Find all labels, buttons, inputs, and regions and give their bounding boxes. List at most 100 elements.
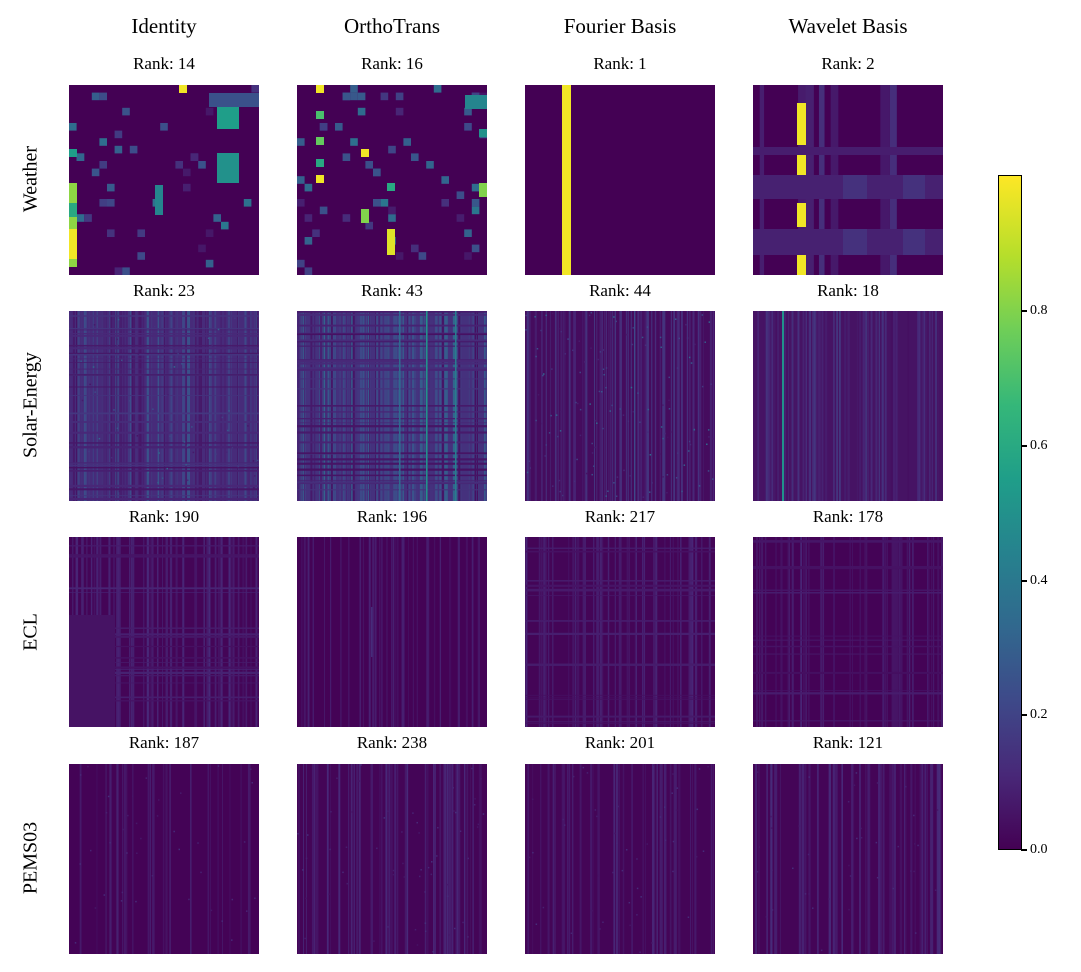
heatmap-stripe (297, 422, 487, 424)
heatmap-speck (590, 909, 593, 912)
heatmap-speck (641, 336, 644, 339)
heatmap-stripe (379, 764, 380, 954)
heatmap-speck (688, 356, 691, 359)
heatmap-cell (357, 92, 366, 101)
heatmap-stripe (884, 537, 886, 727)
heatmap-stripe (669, 764, 672, 954)
heatmap-speck (659, 336, 662, 339)
heatmap-stripe (808, 537, 810, 727)
heatmap-stripe (596, 537, 598, 727)
heatmap-speck (588, 314, 591, 317)
heatmap-stripe (69, 442, 259, 444)
heatmap-stripe (780, 537, 783, 727)
heatmap-speck (210, 909, 213, 912)
heatmap-stripe (890, 311, 893, 501)
heatmap-stripe (852, 764, 855, 954)
heatmap-stripe (906, 537, 908, 727)
heatmap-stripe (804, 764, 807, 954)
heatmap-stripe (605, 311, 608, 501)
heatmap-stripe (250, 537, 252, 727)
heatmap-speck (152, 408, 154, 410)
heatmap-stripe (545, 311, 547, 501)
heatmap-stripe (125, 311, 127, 501)
heatmap-stripe (359, 537, 362, 727)
heatmap-stripe (541, 537, 543, 727)
heatmap-stripe (676, 311, 678, 501)
heatmap-speck (215, 453, 217, 455)
heatmap-stripe (69, 657, 259, 659)
heatmap-stripe (710, 311, 712, 501)
heatmap-stripe (643, 537, 646, 727)
heatmap-speck (558, 479, 561, 482)
heatmap-stripe (297, 417, 487, 420)
heatmap-stripe (563, 311, 566, 501)
heatmap-stripe (406, 764, 409, 954)
heatmap-cell (122, 107, 130, 116)
heatmap-stripe (809, 311, 811, 501)
heatmap-speck (812, 907, 814, 909)
heatmap-stripe (544, 537, 547, 727)
heatmap-stripe (170, 311, 172, 501)
heatmap-speck (660, 346, 662, 349)
heatmap-speck (609, 410, 611, 412)
heatmap-speck (559, 430, 562, 432)
heatmap-speck (706, 443, 708, 446)
heatmap-stripe (69, 352, 259, 355)
heatmap-speck (855, 772, 858, 774)
heatmap-stripe (646, 311, 648, 501)
rank-label: Rank: 43 (361, 281, 423, 300)
heatmap-speck (704, 341, 706, 343)
rank-label: Rank: 196 (356, 507, 428, 526)
heatmap-cell (84, 214, 92, 222)
heatmap-stripe (69, 645, 259, 648)
heatmap-speck (231, 939, 233, 941)
heatmap-stripe (368, 537, 371, 727)
heatmap-speck (670, 431, 673, 433)
heatmap-stripe (540, 764, 542, 954)
heatmap-stripe (229, 537, 232, 727)
heatmap-speck (454, 927, 456, 930)
heatmap-stripe (297, 479, 487, 481)
heatmap-stripe (103, 311, 106, 501)
heatmap-speck (563, 824, 566, 826)
heatmap-speck (476, 826, 479, 828)
heatmap-stripe (791, 537, 794, 727)
heatmap-speck (559, 490, 561, 493)
heatmap-cell (464, 107, 472, 116)
heatmap-speck (593, 419, 596, 422)
heatmap-stripe (237, 311, 240, 501)
heatmap-stripe (686, 311, 688, 501)
heatmap-speck (92, 366, 95, 368)
heatmap-stripe (574, 537, 576, 727)
heatmap-stripe (456, 764, 459, 954)
heatmap-speck (585, 472, 588, 475)
heatmap-stripe (816, 764, 819, 954)
heatmap-speck (848, 864, 850, 867)
rank-label: Rank: 217 (584, 507, 656, 526)
heatmap-stripe (771, 311, 774, 501)
heatmap-speck (603, 373, 605, 376)
heatmap-stripe (444, 764, 447, 954)
heatmap-stripe (775, 764, 778, 954)
heatmap-stripe (404, 764, 407, 954)
heatmap-speck (137, 353, 140, 355)
heatmap-stripe (755, 764, 757, 954)
heatmap-stripe (938, 764, 941, 954)
heatmap-stripe (635, 537, 637, 727)
heatmap-stripe (205, 311, 207, 501)
colorbar-tick (1021, 849, 1027, 851)
heatmap-stripe (786, 311, 789, 501)
heatmap-stripe (614, 311, 617, 501)
heatmap-speck (602, 427, 604, 430)
heatmap-stripe (937, 537, 940, 727)
heatmap-cell (99, 138, 107, 146)
heatmap-cell (342, 214, 351, 222)
heatmap-stripe (229, 764, 231, 954)
heatmap-stripe (568, 311, 571, 501)
heatmap-stripe (451, 764, 454, 954)
heatmap-speck (81, 399, 84, 402)
heatmap-cell (205, 259, 214, 268)
heatmap-stripe (69, 358, 259, 360)
heatmap-stripe (214, 311, 217, 501)
heatmap-stripe (312, 537, 314, 727)
